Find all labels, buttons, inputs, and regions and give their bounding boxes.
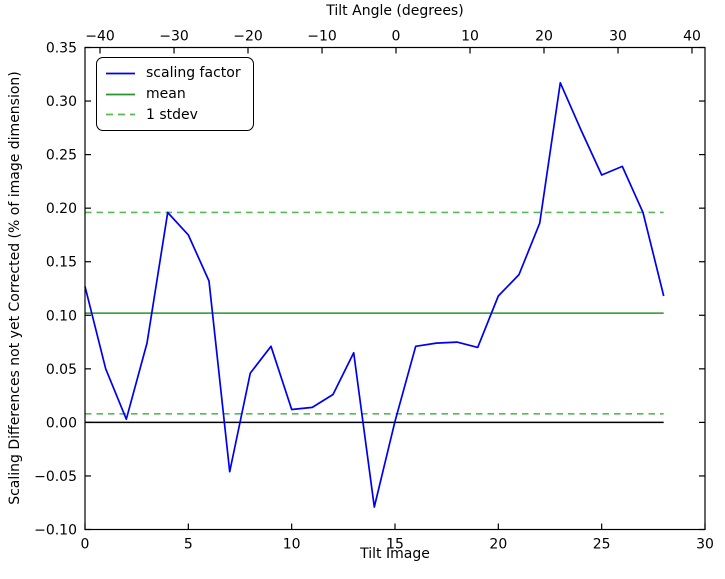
legend-label: scaling factor [146, 65, 241, 82]
y-tick-label: 0.20 [46, 201, 77, 217]
top-tick-label: −30 [159, 29, 189, 45]
legend-item-mean: mean [106, 84, 241, 105]
x-tick-label: 15 [386, 537, 404, 553]
top-tick-label: 20 [535, 29, 553, 45]
top-axis-title: Tilt Angle (degrees) [326, 3, 464, 19]
y-axis-title: Scaling Differences not yet Corrected (%… [7, 71, 23, 505]
x-tick-label: 5 [184, 537, 193, 553]
scaling-factor-line-sample-icon [106, 71, 135, 76]
stdev-line-sample-icon [106, 112, 135, 117]
x-tick-label: 20 [489, 537, 507, 553]
y-tick-label: 0.00 [46, 415, 77, 431]
top-tick-label: −40 [85, 29, 115, 45]
y-tick-label: 0.25 [46, 148, 77, 164]
x-tick-label: 25 [593, 537, 611, 553]
top-tick-label: −20 [233, 29, 263, 45]
top-tick-label: −10 [307, 29, 337, 45]
mean-line-sample-icon [106, 92, 135, 97]
legend-label: mean [146, 86, 186, 102]
x-tick-label: 30 [696, 537, 714, 553]
legend-label: 1 stdev [146, 106, 198, 123]
y-tick-label: 0.35 [46, 41, 77, 57]
legend-item-scaling-factor: scaling factor [106, 63, 241, 84]
top-tick-label: 30 [609, 29, 627, 45]
top-tick-label: 40 [683, 29, 701, 45]
top-tick-label: 10 [461, 29, 479, 45]
x-tick-label: 10 [283, 537, 301, 553]
y-tick-label: 0.05 [46, 362, 77, 378]
legend-item-stdev: 1 stdev [106, 104, 241, 125]
top-tick-label: 0 [392, 29, 401, 45]
y-tick-label: 0.10 [46, 308, 77, 324]
y-tick-label: 0.15 [46, 255, 77, 271]
y-tick-label: −0.10 [34, 523, 77, 539]
y-tick-label: −0.05 [34, 469, 77, 485]
x-tick-label: 0 [81, 537, 90, 553]
y-tick-label: 0.30 [46, 94, 77, 110]
legend: scaling factor mean 1 stdev [96, 57, 254, 131]
series-scaling-factor [84, 81, 665, 508]
x-axis-title: Tilt Image [360, 546, 430, 562]
